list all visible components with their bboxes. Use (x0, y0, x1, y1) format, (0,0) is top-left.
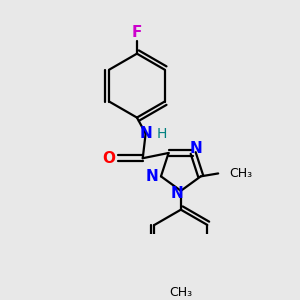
Text: CH₃: CH₃ (169, 286, 192, 299)
Text: H: H (156, 127, 167, 140)
Text: CH₃: CH₃ (229, 167, 252, 180)
Text: N: N (171, 186, 184, 201)
Text: N: N (145, 169, 158, 184)
Text: N: N (139, 126, 152, 141)
Text: O: O (102, 151, 115, 166)
Text: F: F (132, 25, 142, 40)
Text: N: N (190, 141, 202, 156)
